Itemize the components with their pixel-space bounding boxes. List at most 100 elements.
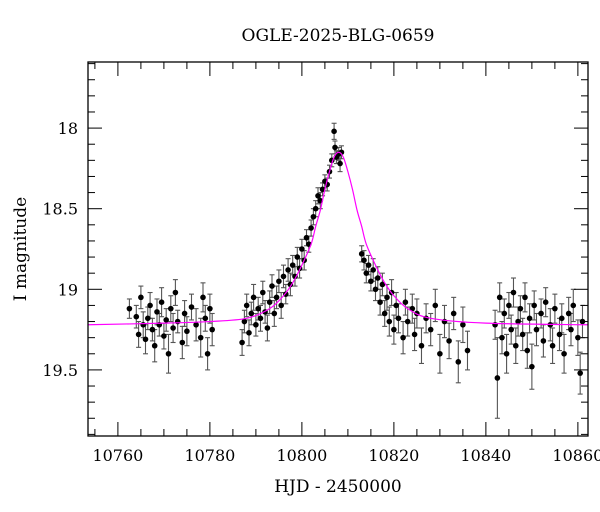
data-point [501, 310, 508, 317]
data-point [455, 359, 462, 365]
data-point [368, 278, 374, 285]
data-point [510, 289, 517, 296]
data-point [207, 305, 213, 312]
data-point [280, 273, 287, 280]
data-point [384, 294, 390, 301]
data-point [299, 246, 305, 252]
data-point [135, 331, 142, 338]
x-tick-label: 10760 [92, 446, 143, 465]
data-point [287, 281, 294, 288]
data-point [400, 334, 406, 341]
data-point [531, 302, 537, 309]
y-tick-label: 19 [58, 280, 78, 299]
data-point [154, 309, 160, 315]
data-point [381, 310, 388, 317]
data-point [402, 299, 409, 305]
data-point [179, 339, 186, 346]
data-point [393, 302, 399, 309]
data-point [126, 305, 133, 312]
data-point [246, 330, 252, 336]
data-point [526, 315, 533, 322]
data-layer [88, 122, 588, 419]
data-point [361, 257, 367, 264]
x-tick-label: 10800 [276, 446, 327, 465]
data-point [253, 321, 259, 328]
data-point [273, 294, 280, 301]
data-point [269, 283, 275, 289]
data-point [308, 225, 314, 231]
data-point [167, 305, 174, 312]
data-point [332, 144, 338, 151]
data-point [161, 333, 167, 339]
plot-area [88, 122, 588, 419]
x-tick-label: 10780 [184, 446, 235, 465]
y-axis-label: I magnitude [11, 197, 31, 301]
data-point [278, 302, 284, 309]
data-point [149, 326, 156, 333]
model-curve [88, 151, 588, 326]
data-point [172, 289, 179, 296]
data-point [464, 347, 471, 354]
data-point [568, 326, 574, 333]
data-point [358, 251, 365, 257]
data-point [312, 205, 319, 212]
data-point [363, 270, 370, 276]
data-point [570, 302, 577, 309]
data-point [197, 334, 204, 341]
data-point [391, 326, 397, 333]
data-point [577, 370, 583, 376]
data-point [515, 318, 521, 325]
data-point [276, 278, 282, 285]
data-point [138, 294, 144, 301]
data-point [266, 299, 273, 305]
data-point [519, 331, 526, 338]
data-point [255, 305, 261, 312]
data-point [561, 350, 567, 357]
x-tick-label: 10820 [368, 446, 419, 465]
x-tick-label: 10860 [552, 446, 600, 465]
data-point [460, 321, 466, 328]
chart-title: OGLE-2025-BLG-0659 [242, 26, 435, 46]
data-point [494, 375, 501, 381]
data-point [174, 318, 181, 325]
data-point [538, 310, 544, 317]
data-point [202, 315, 209, 322]
data-point [184, 328, 190, 335]
y-tick-label: 19.5 [42, 361, 78, 380]
data-point [540, 338, 547, 344]
data-point [395, 315, 402, 322]
data-point [529, 363, 535, 370]
data-point [549, 342, 556, 349]
data-point [372, 286, 379, 293]
data-point [209, 326, 215, 333]
data-point [193, 321, 199, 328]
data-point [365, 262, 372, 268]
data-point [144, 315, 151, 322]
data-point [285, 267, 291, 273]
data-point [404, 318, 411, 325]
data-point [289, 262, 296, 268]
data-point [522, 294, 528, 301]
data-point [508, 326, 514, 333]
data-point [496, 294, 503, 301]
data-point [506, 302, 512, 309]
data-point [427, 326, 434, 333]
data-point [374, 275, 381, 281]
x-axis-label: HJD - 2450000 [274, 477, 402, 497]
data-point [140, 321, 146, 328]
data-point [271, 310, 278, 317]
data-point [512, 342, 519, 349]
data-point [418, 342, 425, 349]
data-point [338, 149, 345, 156]
data-point [200, 294, 206, 301]
data-point [331, 128, 337, 135]
data-point [243, 302, 250, 309]
data-point [556, 331, 563, 338]
data-point [303, 234, 310, 241]
data-point [337, 160, 343, 167]
data-point [499, 334, 505, 341]
data-point [310, 213, 317, 220]
data-point [450, 310, 457, 317]
data-point [264, 325, 271, 331]
